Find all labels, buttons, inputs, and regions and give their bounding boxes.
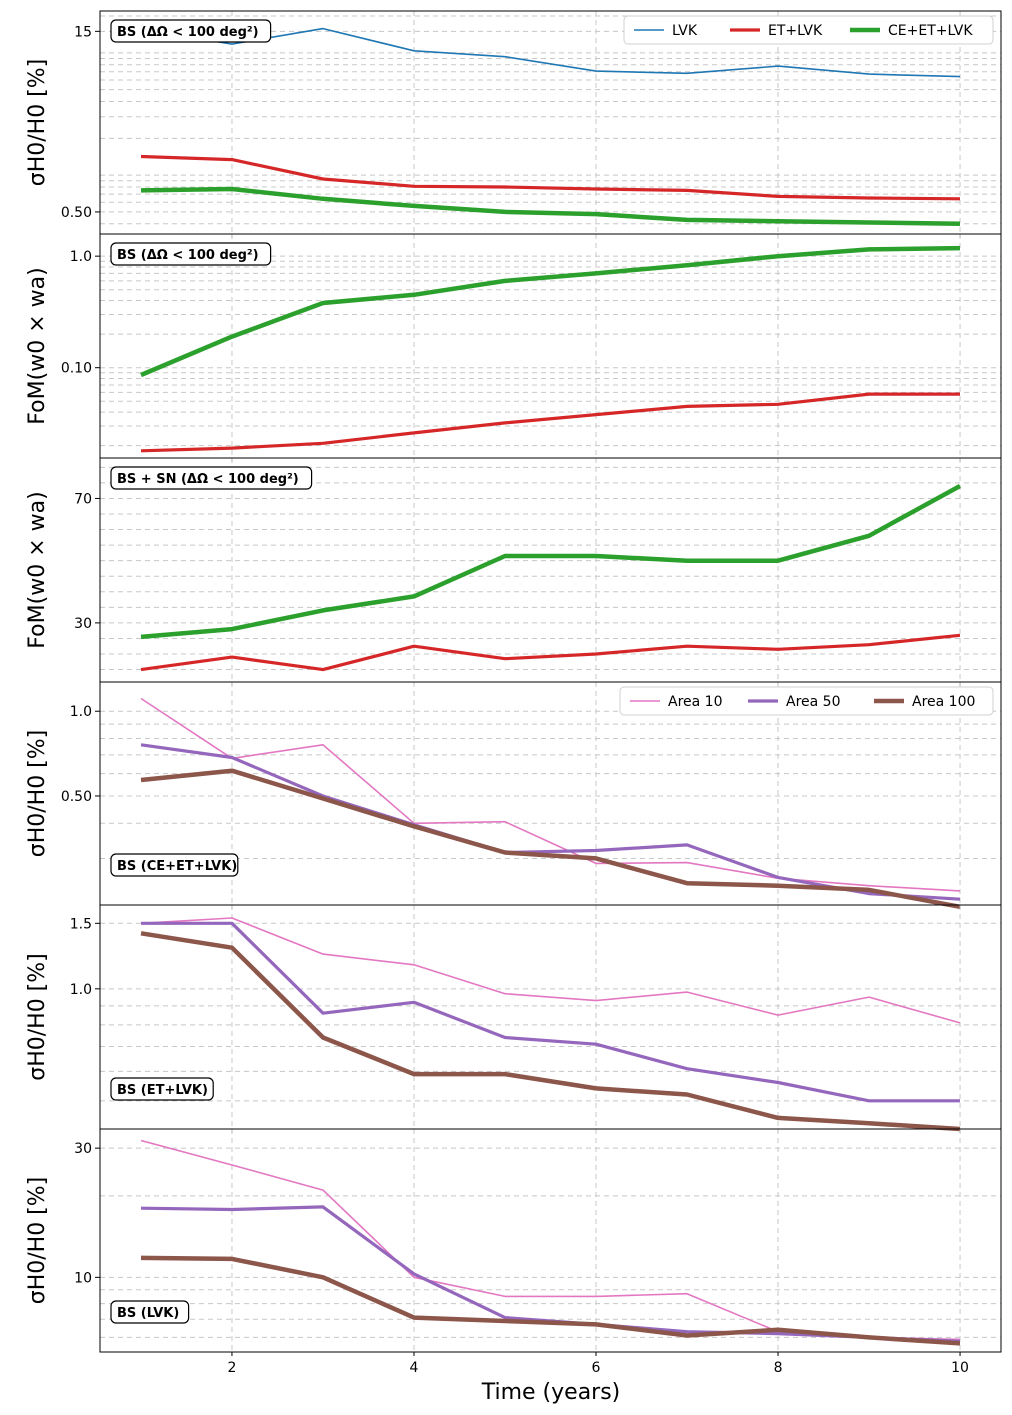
annotation-text: BS (ΔΩ < 100 deg²) <box>117 25 259 40</box>
legend-label: LVK <box>672 23 698 39</box>
panel-frame <box>99 904 1002 1130</box>
y-tick-label: 70 <box>74 491 92 507</box>
y-axis-label: σH0/H0 [%] <box>25 59 50 187</box>
series-line-area-100 <box>140 1255 961 1346</box>
annotation-text: BS (LVK) <box>117 1306 179 1321</box>
panel-6: 10 30 σH0/H0 [%] BS (LVK) <box>25 1128 1002 1356</box>
series-line-area-50 <box>140 743 961 901</box>
series-line-area-10 <box>140 697 961 892</box>
annotation-text: BS (CE+ET+LVK) <box>117 859 237 874</box>
y-axis-label: σH0/H0 [%] <box>25 730 50 858</box>
y-axis-label: σH0/H0 [%] <box>25 1177 50 1305</box>
x-tick-label: 2 <box>228 1360 237 1376</box>
annotation-box <box>110 242 272 266</box>
legend-frame <box>619 686 994 716</box>
x-tick-label: 6 <box>592 1360 601 1376</box>
annotation-text: BS (ET+LVK) <box>117 1083 208 1098</box>
panel-frame <box>99 233 1002 459</box>
panel-frame <box>99 1128 1002 1353</box>
panel-4: 0.50 1.0 σH0/H0 [%] BS (CE+ET+LVK) <box>25 681 1002 910</box>
area-legend: Area 10 Area 50 Area 100 <box>619 686 994 716</box>
y-tick-label: 10 <box>74 1270 92 1286</box>
y-tick-label: 0.50 <box>61 205 92 221</box>
x-tick-label: 4 <box>410 1360 419 1376</box>
legend-label: Area 100 <box>912 694 975 710</box>
legend-frame <box>623 15 994 45</box>
panel-5: 1.0 1.5 σH0/H0 [%] BS (ET+LVK) <box>25 904 1002 1133</box>
y-tick-label: 1.5 <box>70 916 92 932</box>
x-axis-label: Time (years) <box>481 1380 621 1405</box>
series-line-et-lvk <box>140 633 961 672</box>
x-tick-label: 8 <box>774 1360 783 1376</box>
series-line-area-100 <box>140 768 961 910</box>
x-tick-label: 10 <box>951 1360 969 1376</box>
panel-2: 0.10 1.0 FoM(w0 × wa) BS (ΔΩ < 100 deg²) <box>25 233 1002 462</box>
legend-label: ET+LVK <box>768 23 823 39</box>
y-tick-label: 0.50 <box>61 789 92 805</box>
series-line-et-lvk <box>140 392 960 453</box>
panel-1: 0.50 15 σH0/H0 [%] BS (ΔΩ < 100 deg²) <box>25 10 1002 238</box>
series-line-ce-et-lvk <box>140 484 962 640</box>
series-line-area-10 <box>140 917 961 1024</box>
y-tick-label: 1.0 <box>70 982 92 998</box>
annotation-box <box>110 1077 214 1101</box>
series-line-area-50 <box>141 921 960 1103</box>
panel-frame <box>99 457 1002 683</box>
legend-label: Area 10 <box>668 694 722 710</box>
annotation-box <box>110 466 313 490</box>
annotation-box <box>110 853 239 877</box>
y-axis-label: σH0/H0 [%] <box>25 953 50 1081</box>
y-tick-label: 15 <box>74 24 92 40</box>
detector-legend: LVK ET+LVK CE+ET+LVK <box>623 15 994 45</box>
annotation-text: BS (ΔΩ < 100 deg²) <box>117 248 259 263</box>
y-tick-label: 30 <box>74 1141 92 1157</box>
series-line-area-100 <box>140 931 961 1132</box>
y-axis-label: FoM(w0 × wa) <box>25 267 50 424</box>
panels-group: 0.50 15 σH0/H0 [%] BS (ΔΩ < 100 deg²) 0.10 1.… <box>25 10 1002 1356</box>
annotation-box <box>110 19 272 43</box>
annotation-box <box>110 1300 190 1324</box>
y-tick-label: 1.0 <box>70 704 92 720</box>
panel-3: 30 70 FoM(w0 × wa) BS + SN (ΔΩ < 100 deg²) <box>25 457 1002 686</box>
series-line-ce-et-lvk <box>140 186 961 227</box>
y-tick-label: 30 <box>74 616 92 632</box>
series-line-area-10 <box>140 1139 961 1341</box>
y-tick-label: 0.10 <box>61 361 92 377</box>
legend-label: Area 50 <box>786 694 840 710</box>
shared-x-axis: 2 4 6 8 10 <box>228 1360 969 1376</box>
legend-label: CE+ET+LVK <box>888 23 973 39</box>
series-line-ce-et-lvk <box>140 245 961 378</box>
y-tick-label: 1.0 <box>70 249 92 265</box>
series-line-lvk <box>140 27 961 78</box>
annotation-text: BS + SN (ΔΩ < 100 deg²) <box>117 472 299 487</box>
series-line-et-lvk <box>140 154 961 201</box>
y-axis-label: FoM(w0 × wa) <box>25 491 50 648</box>
